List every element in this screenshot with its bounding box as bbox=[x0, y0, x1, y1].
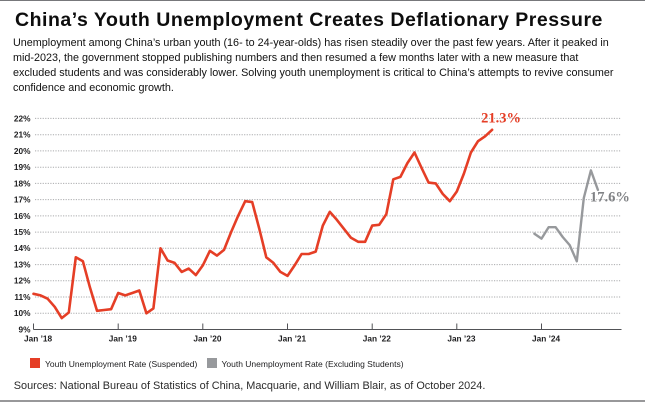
svg-text:16%: 16% bbox=[14, 211, 31, 221]
svg-text:19%: 19% bbox=[14, 162, 31, 172]
svg-text:Jan ’22: Jan ’22 bbox=[363, 333, 392, 343]
svg-text:17.6%: 17.6% bbox=[590, 190, 630, 206]
svg-text:21.3%: 21.3% bbox=[481, 111, 521, 127]
svg-text:21%: 21% bbox=[14, 130, 31, 140]
svg-text:Jan ’21: Jan ’21 bbox=[278, 333, 307, 343]
svg-text:Jan ’19: Jan ’19 bbox=[109, 333, 138, 343]
svg-text:18%: 18% bbox=[14, 178, 31, 188]
svg-text:20%: 20% bbox=[14, 146, 31, 156]
svg-text:Jan ’23: Jan ’23 bbox=[447, 333, 476, 343]
svg-text:Jan ’24: Jan ’24 bbox=[532, 333, 561, 343]
svg-text:Jan ’18: Jan ’18 bbox=[24, 333, 53, 343]
svg-text:10%: 10% bbox=[14, 308, 31, 318]
svg-text:14%: 14% bbox=[14, 243, 31, 253]
svg-text:22%: 22% bbox=[14, 113, 31, 123]
svg-text:12%: 12% bbox=[14, 276, 31, 286]
svg-text:Jan ’20: Jan ’20 bbox=[193, 333, 222, 343]
svg-text:17%: 17% bbox=[14, 195, 31, 205]
svg-text:9%: 9% bbox=[19, 324, 32, 334]
svg-text:11%: 11% bbox=[14, 292, 31, 302]
svg-text:15%: 15% bbox=[14, 227, 31, 237]
svg-text:13%: 13% bbox=[14, 260, 31, 270]
